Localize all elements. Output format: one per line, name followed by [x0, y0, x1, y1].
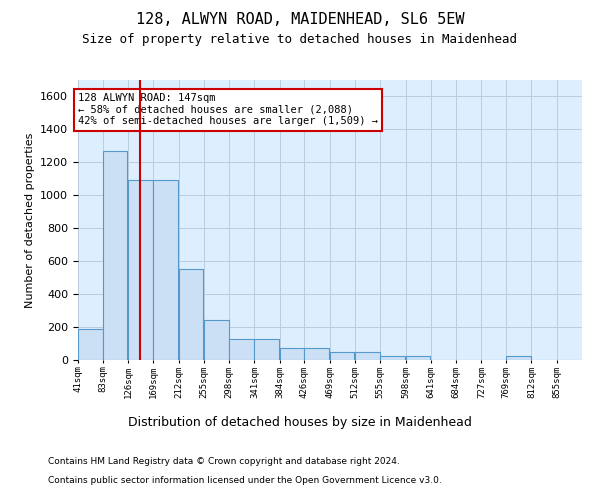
Bar — [153, 180, 178, 360]
Bar — [103, 151, 127, 360]
Bar — [506, 356, 531, 360]
Bar — [204, 320, 229, 360]
Bar — [330, 352, 355, 360]
Bar — [128, 180, 152, 360]
Bar — [229, 338, 254, 360]
Bar — [355, 352, 380, 360]
Bar — [179, 270, 203, 360]
Bar — [380, 356, 405, 360]
Bar — [406, 356, 430, 360]
Text: 128 ALWYN ROAD: 147sqm
← 58% of detached houses are smaller (2,088)
42% of semi-: 128 ALWYN ROAD: 147sqm ← 58% of detached… — [78, 93, 378, 126]
Y-axis label: Number of detached properties: Number of detached properties — [25, 132, 35, 308]
Bar — [78, 328, 103, 360]
Bar — [280, 348, 304, 360]
Bar — [254, 338, 279, 360]
Text: Contains public sector information licensed under the Open Government Licence v3: Contains public sector information licen… — [48, 476, 442, 485]
Text: 128, ALWYN ROAD, MAIDENHEAD, SL6 5EW: 128, ALWYN ROAD, MAIDENHEAD, SL6 5EW — [136, 12, 464, 28]
Bar — [304, 348, 329, 360]
Text: Distribution of detached houses by size in Maidenhead: Distribution of detached houses by size … — [128, 416, 472, 429]
Text: Contains HM Land Registry data © Crown copyright and database right 2024.: Contains HM Land Registry data © Crown c… — [48, 458, 400, 466]
Text: Size of property relative to detached houses in Maidenhead: Size of property relative to detached ho… — [83, 32, 517, 46]
